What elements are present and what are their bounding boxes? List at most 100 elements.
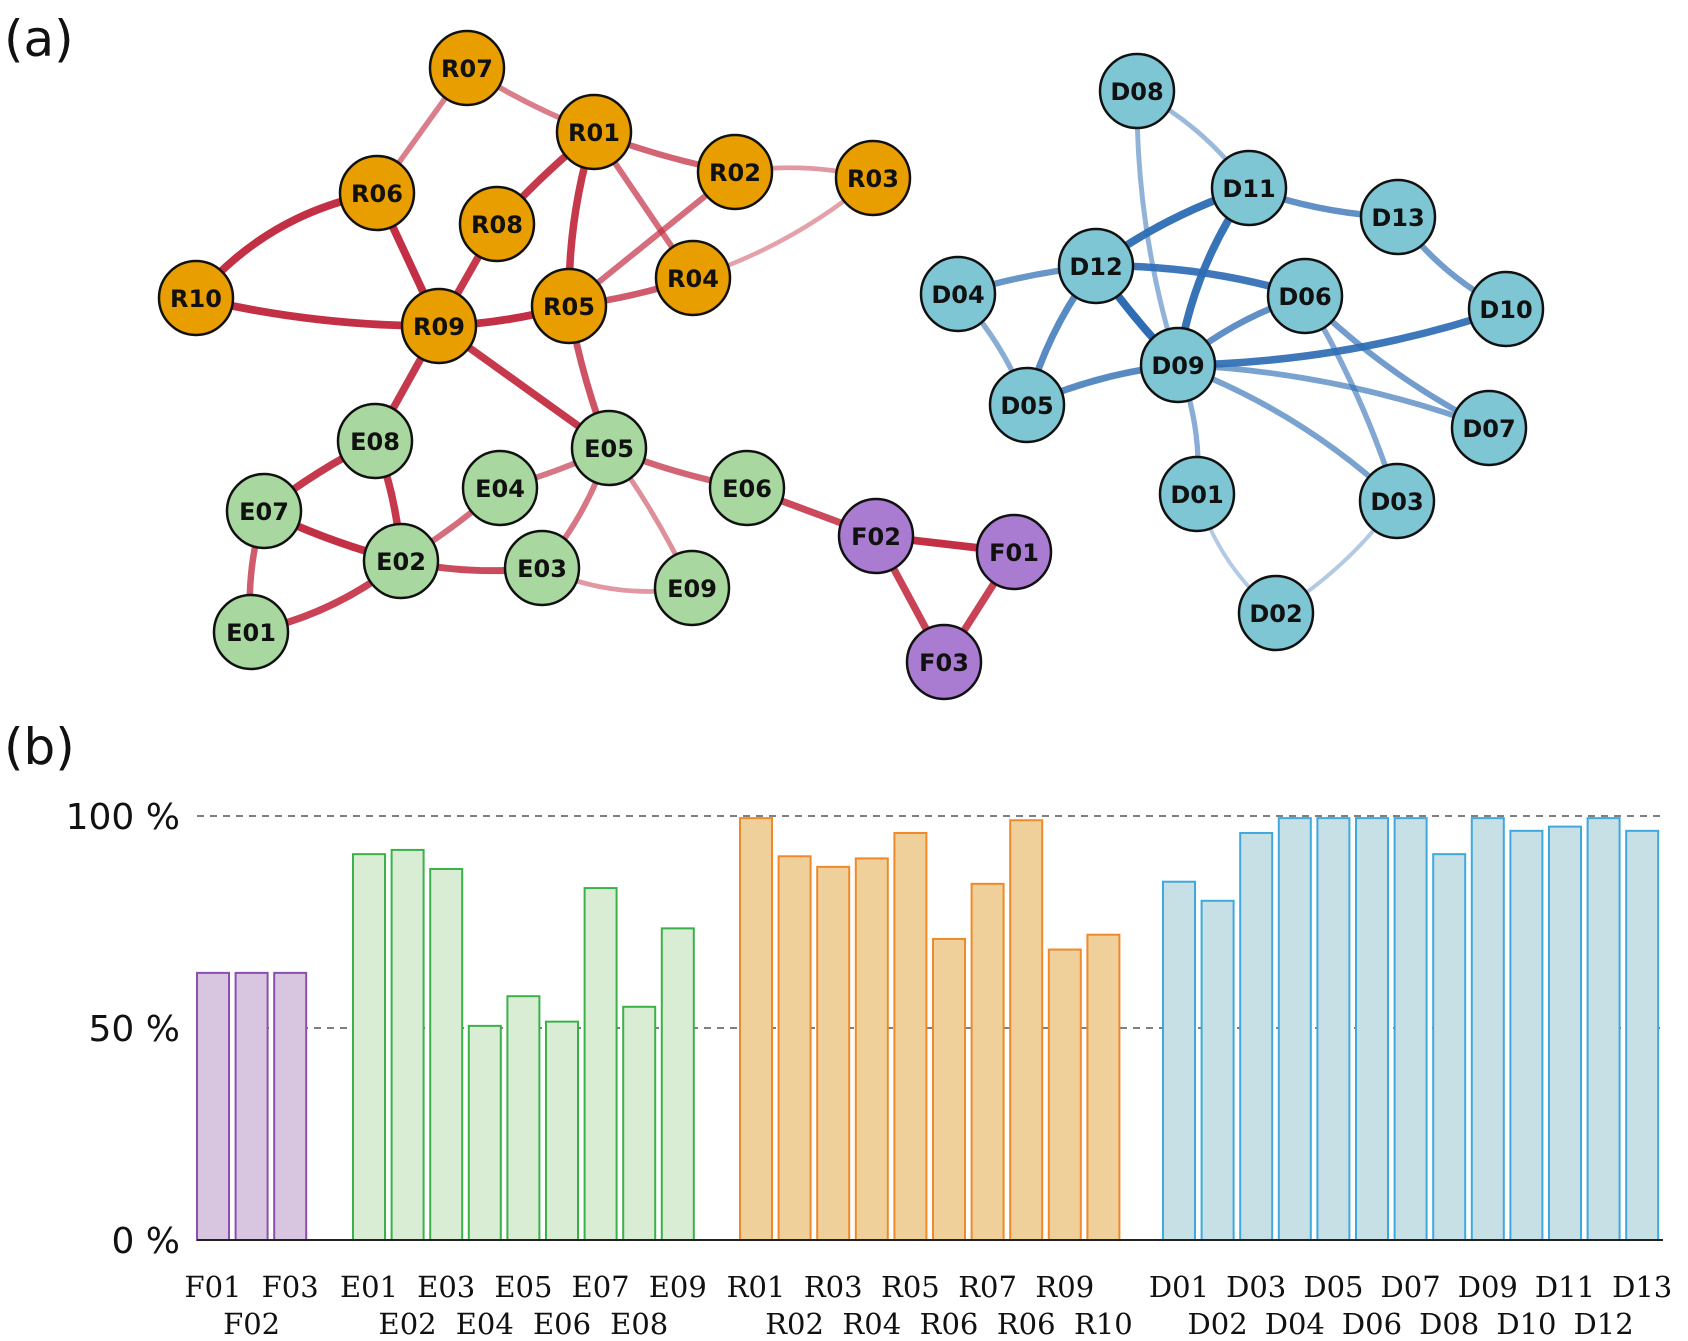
node-D11: D11 xyxy=(1210,149,1288,227)
node-R09: R09 xyxy=(400,287,478,365)
node-label-R05: R05 xyxy=(543,293,595,321)
node-D08: D08 xyxy=(1098,52,1176,130)
category-label-F-2: F02 xyxy=(223,1307,280,1341)
node-E09: E09 xyxy=(653,549,731,627)
node-E06: E06 xyxy=(708,449,786,527)
node-label-D13: D13 xyxy=(1371,204,1424,232)
bar-R-4 xyxy=(854,857,889,1242)
node-label-E07: E07 xyxy=(239,498,289,526)
category-label-R-8: R06 xyxy=(997,1307,1056,1341)
node-R04: R04 xyxy=(654,239,732,317)
category-label-R-6: R06 xyxy=(920,1307,979,1341)
node-D07: D07 xyxy=(1450,389,1528,467)
bar-D-12 xyxy=(1586,817,1621,1241)
bar-D-9 xyxy=(1470,817,1505,1241)
reference-lines xyxy=(197,815,1663,1029)
bar-D-1 xyxy=(1162,880,1196,1241)
bar-R-2 xyxy=(777,855,812,1242)
node-label-E02: E02 xyxy=(376,548,426,576)
node-label-R10: R10 xyxy=(170,285,222,313)
category-label-R-10: R10 xyxy=(1074,1307,1133,1341)
node-D10: D10 xyxy=(1467,270,1545,348)
node-circle-R06 xyxy=(338,154,416,232)
node-circle-R03 xyxy=(834,139,912,217)
bar-E-4 xyxy=(467,1024,502,1241)
edge-D09-D07 xyxy=(1175,362,1492,431)
node-label-D10: D10 xyxy=(1479,296,1532,324)
category-label-F-1: F01 xyxy=(184,1270,241,1304)
node-circle-D10 xyxy=(1467,270,1545,348)
y-tick-labels: 0 % 50 % 100 % xyxy=(66,797,180,1262)
category-label-E-6: E06 xyxy=(533,1307,591,1341)
node-R10: R10 xyxy=(157,259,235,337)
category-label-R-5: R05 xyxy=(881,1270,940,1304)
node-label-E03: E03 xyxy=(517,555,567,583)
bar-R-9 xyxy=(1047,948,1082,1241)
node-circle-D09 xyxy=(1139,326,1217,404)
node-label-R03: R03 xyxy=(847,165,899,193)
category-label-D-2: D02 xyxy=(1188,1307,1248,1341)
y-tick-label-50: 50 % xyxy=(89,1009,180,1050)
bar-E-8 xyxy=(622,1005,657,1241)
bar-E-6 xyxy=(545,1020,579,1242)
node-circle-D07 xyxy=(1450,389,1528,467)
bar-D-11 xyxy=(1548,825,1582,1241)
panel-label-a: (a) xyxy=(4,10,74,68)
node-circle-E03 xyxy=(503,529,581,607)
bar-R-7 xyxy=(970,882,1005,1242)
node-R08: R08 xyxy=(458,185,536,263)
bar-R-3 xyxy=(816,865,851,1241)
edge-D09-D10 xyxy=(1174,305,1510,369)
node-label-E08: E08 xyxy=(350,428,400,456)
bar-R-5 xyxy=(893,831,928,1242)
bar-D-6 xyxy=(1355,817,1389,1241)
node-label-R01: R01 xyxy=(568,119,620,147)
category-label-R-1: R01 xyxy=(727,1270,786,1304)
category-label-D-3: D03 xyxy=(1226,1270,1286,1304)
node-label-E05: E05 xyxy=(584,435,634,463)
node-label-F02: F02 xyxy=(851,523,901,551)
node-D03: D03 xyxy=(1358,462,1436,540)
node-circle-D04 xyxy=(919,255,997,333)
node-circle-F02 xyxy=(837,497,915,575)
node-label-D04: D04 xyxy=(931,281,984,309)
node-D06: D06 xyxy=(1266,257,1344,335)
bar-R-6 xyxy=(932,937,966,1242)
category-label-D-7: D07 xyxy=(1381,1270,1441,1304)
node-label-R09: R09 xyxy=(413,313,465,341)
node-label-F01: F01 xyxy=(989,539,1039,567)
node-circle-R04 xyxy=(654,239,732,317)
node-label-D11: D11 xyxy=(1222,175,1275,203)
bar-E-1 xyxy=(352,853,386,1241)
bar-R-8 xyxy=(1009,819,1044,1241)
category-label-E-4: E04 xyxy=(456,1307,514,1341)
category-label-D-5: D05 xyxy=(1303,1270,1363,1304)
bar-F-1 xyxy=(196,971,230,1241)
category-label-E-5: E05 xyxy=(494,1270,552,1304)
node-circle-R02 xyxy=(696,133,774,211)
node-circle-D05 xyxy=(988,366,1066,444)
node-circle-E04 xyxy=(461,449,539,527)
category-label-D-8: D08 xyxy=(1419,1307,1479,1341)
node-circle-D01 xyxy=(1158,455,1236,533)
node-R07: R07 xyxy=(428,29,506,107)
node-D12: D12 xyxy=(1057,227,1135,305)
y-tick-label-0: 0 % xyxy=(111,1221,180,1262)
bar-D-2 xyxy=(1200,899,1235,1241)
node-R05: R05 xyxy=(530,267,608,345)
node-R03: R03 xyxy=(834,139,912,217)
node-circle-R01 xyxy=(555,93,633,171)
bar-R-1 xyxy=(739,817,773,1241)
bar-D-5 xyxy=(1316,817,1351,1241)
bar-F-3 xyxy=(273,971,308,1241)
node-label-D07: D07 xyxy=(1462,415,1515,443)
node-E04: E04 xyxy=(461,449,539,527)
node-label-E04: E04 xyxy=(475,475,525,503)
node-circle-D12 xyxy=(1057,227,1135,305)
node-label-R08: R08 xyxy=(471,211,523,239)
category-label-E-8: E08 xyxy=(610,1307,668,1341)
node-E05: E05 xyxy=(570,409,648,487)
category-label-E-7: E07 xyxy=(572,1270,630,1304)
bar-D-13 xyxy=(1625,829,1660,1242)
